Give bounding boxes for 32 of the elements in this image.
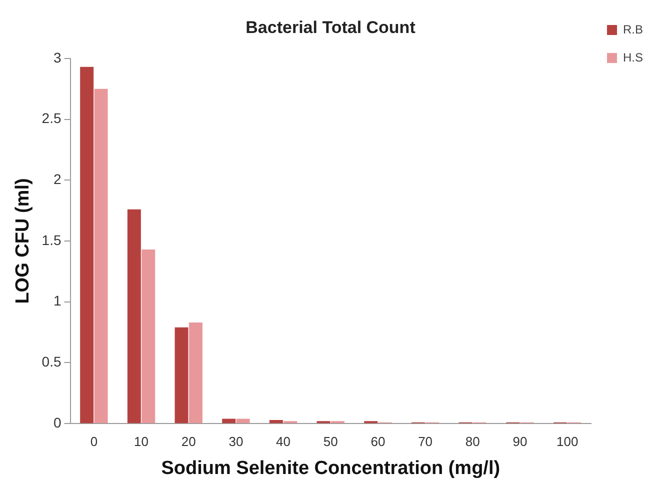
y-tick-label: 2.5 [42,110,62,126]
x-tick-label: 60 [370,434,386,449]
bar [188,322,202,424]
bar [94,88,108,424]
y-axis-title: LOG CFU (ml) [12,178,34,304]
legend-label: R.B [622,22,644,36]
chart-title: Bacterial Total Count [246,18,416,37]
bar [222,418,236,424]
x-tick-label: 100 [556,434,578,449]
x-tick-label: 90 [512,434,528,449]
y-tick-label: 1 [53,292,62,309]
y-tick-label: 0.5 [42,354,62,370]
x-tick-label: 50 [323,434,338,449]
y-tick-label: 1.5 [42,232,62,248]
bar [236,418,250,424]
x-axis-title: Sodium Selenite Concentration (mg/l) [161,458,500,479]
bar [127,209,141,424]
bar [80,66,94,424]
y-tick-label: 3 [53,49,62,66]
x-tick-label: 40 [276,434,291,449]
x-tick-label: 70 [418,434,433,449]
x-tick-label: 0 [90,434,98,449]
y-tick-label: 2 [53,170,62,187]
bar [142,250,156,424]
bar [269,420,283,424]
x-tick-label: 30 [228,434,244,449]
legend-label: H.S [622,50,644,64]
x-tick-label: 80 [465,434,480,449]
x-tick-label: 20 [181,434,196,449]
x-tick-label: 10 [134,434,149,449]
bar [174,327,188,424]
y-tick-label: 0 [53,414,62,430]
